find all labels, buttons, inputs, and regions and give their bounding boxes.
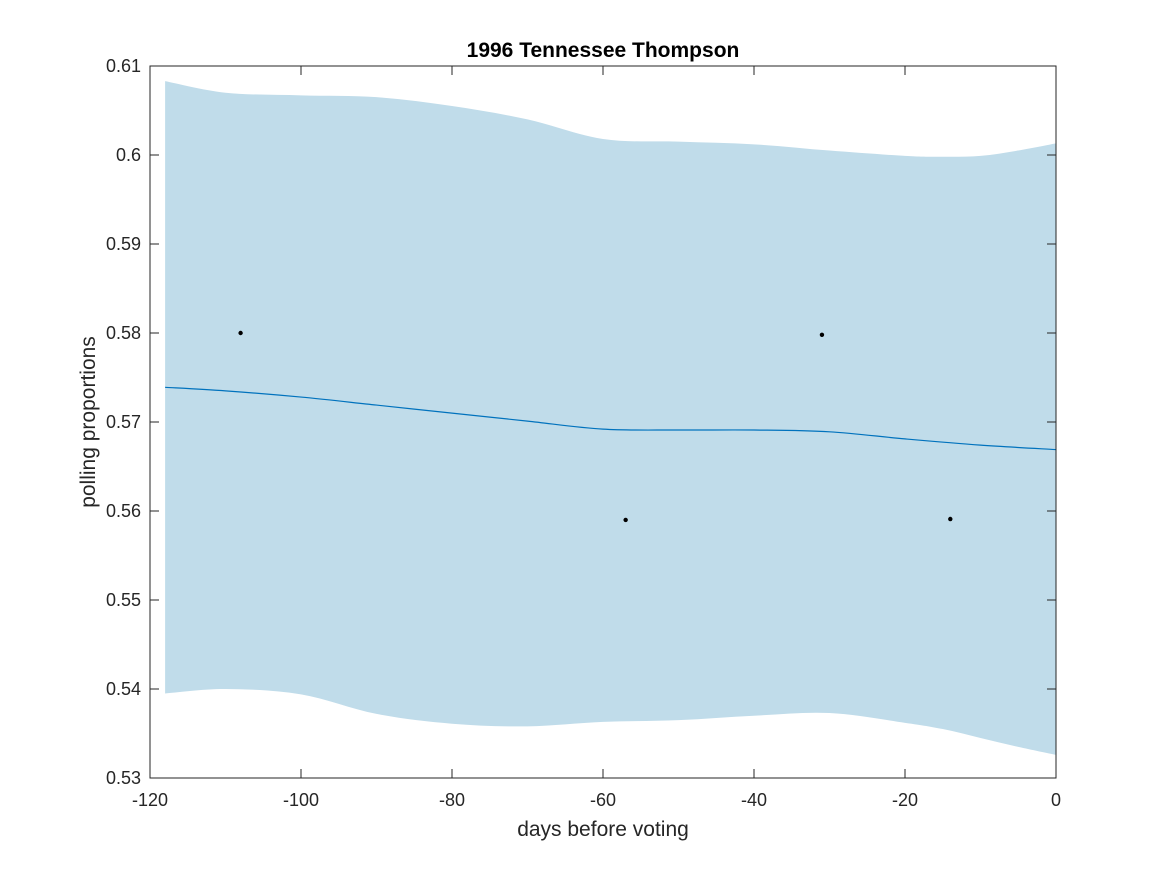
x-axis: -120 -100 -80 -60 -40 -20 0 bbox=[132, 66, 1061, 810]
x-tick-label: -120 bbox=[132, 790, 168, 810]
x-tick-label: -20 bbox=[892, 790, 918, 810]
chart-title: 1996 Tennessee Thompson bbox=[467, 39, 740, 62]
x-tick-label: -80 bbox=[439, 790, 465, 810]
y-tick-label: 0.53 bbox=[106, 768, 141, 788]
y-tick-label: 0.54 bbox=[106, 679, 141, 699]
data-point-4 bbox=[948, 516, 953, 522]
data-point-1 bbox=[238, 330, 243, 336]
y-tick-label: 0.58 bbox=[106, 323, 141, 343]
axes-frame bbox=[149, 65, 1057, 779]
plot-area bbox=[165, 81, 1057, 755]
data-point-2 bbox=[623, 517, 628, 523]
y-tick-label: 0.6 bbox=[116, 145, 141, 165]
x-tick-label: -40 bbox=[741, 790, 767, 810]
data-points bbox=[238, 330, 953, 523]
y-tick-label: 0.56 bbox=[106, 501, 141, 521]
y-tick-label: 0.59 bbox=[106, 234, 141, 254]
x-axis-label: days before voting bbox=[517, 818, 689, 841]
mean-line bbox=[165, 386, 1057, 451]
y-tick-label: 0.55 bbox=[106, 590, 141, 610]
confidence-band bbox=[165, 81, 1057, 755]
x-tick-label: -100 bbox=[283, 790, 319, 810]
y-tick-label: 0.57 bbox=[106, 412, 141, 432]
y-axis: 0.53 0.54 0.55 0.56 0.57 0.58 0.59 0.6 0.61 bbox=[106, 56, 1056, 788]
y-axis-label: polling proportions bbox=[77, 336, 100, 508]
x-tick-label: 0 bbox=[1051, 790, 1061, 810]
data-point-3 bbox=[819, 332, 825, 337]
x-tick-label: -60 bbox=[590, 790, 616, 810]
y-tick-label: 0.61 bbox=[106, 56, 141, 76]
